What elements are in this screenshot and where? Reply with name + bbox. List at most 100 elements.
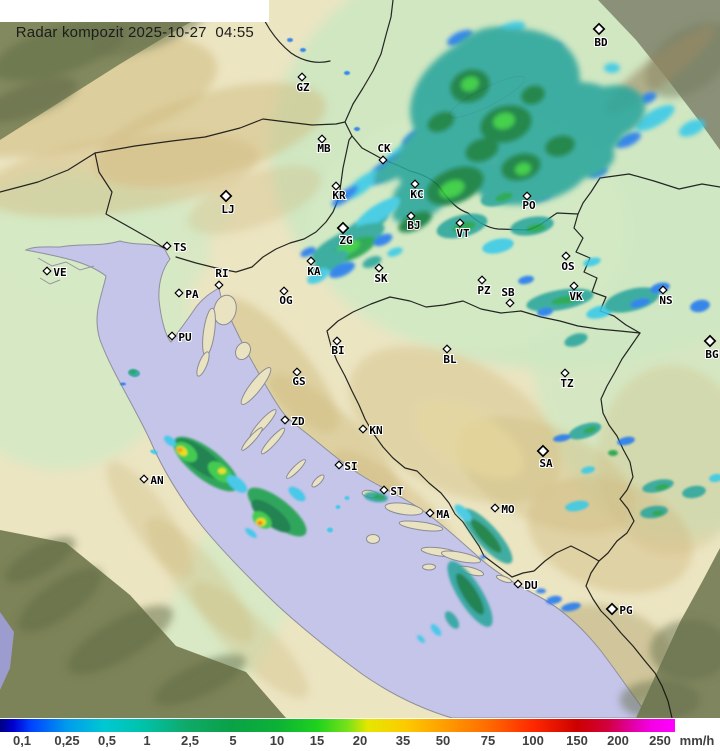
city-marker-mo: MO [490,502,516,517]
radar-echo [615,131,641,149]
city-marker-bd: BD [592,22,609,50]
city-diamond-icon [358,424,368,434]
radar-echo [482,238,514,254]
radar-echo [604,287,660,313]
legend-tick-20: 20 [352,733,368,748]
city-diamond-icon [219,189,233,203]
radar-echo [617,436,635,446]
radar-echo [387,247,403,257]
city-marker-pz: PZ [476,275,492,298]
radar-echo [335,505,341,509]
city-label: PO [522,199,536,212]
city-marker-pg: PG [605,602,634,618]
radar-echo [583,426,597,434]
radar-echo [287,38,293,42]
city-marker-ma: MA [425,507,451,522]
radar-group-north-green [398,69,575,233]
radar-echo [300,247,316,257]
legend-tick-250: 250 [649,733,671,748]
legend-tick-200: 200 [607,733,629,748]
radar-echo [417,635,425,643]
city-marker-sk: SK [373,263,389,286]
radar-echo [226,475,248,493]
radar-echo [678,119,706,137]
legend-tick-10: 10 [269,733,285,748]
city-label: PG [619,604,633,617]
legend-tick-100: 100 [522,733,544,748]
city-diamond-icon [162,241,172,251]
legend-tick-0_5: 0,5 [97,733,117,748]
city-label: SK [374,272,388,285]
city-label: VT [456,227,470,240]
city-diamond-icon [410,179,420,189]
city-marker-vt: VT [455,218,471,241]
radar-echo [257,521,263,525]
city-marker-si: SI [334,459,359,474]
radar-echo [495,192,513,202]
city-label: BJ [407,219,420,232]
radar-echo [130,370,136,374]
city-marker-an: AN [139,473,165,488]
city-diamond-icon [406,211,416,221]
city-label: BI [331,344,344,357]
city-diamond-icon [592,22,606,36]
city-diamond-icon [331,181,341,191]
city-diamond-icon [292,367,302,377]
radar-echo [493,112,515,130]
radar-echo [690,299,710,313]
city-diamond-icon [513,579,523,589]
radar-echo [327,527,333,533]
city-diamond-icon [214,280,224,290]
radar-echo [536,588,546,594]
city-diamond-icon [279,286,289,296]
city-label: VK [569,290,583,303]
radar-echo [245,528,257,538]
legend-tick-0_25: 0,25 [54,733,80,748]
legend-tick-50: 50 [435,733,451,748]
city-marker-ve: VE [42,265,68,280]
city-marker-zd: ZD [280,414,306,429]
city-diamond-icon [455,218,465,228]
city-label: SA [539,457,553,470]
city-diamond-icon [139,474,149,484]
radar-echo [251,499,291,533]
city-diamond-icon [42,266,52,276]
city-marker-ri: RI [214,266,230,290]
city-label: KA [307,265,321,278]
city-diamond-icon [334,460,344,470]
radar-echo [444,611,460,629]
radar-echoes [120,21,720,643]
city-marker-kc: KC [409,179,425,202]
city-marker-sa: SA [536,444,554,471]
radar-echo [709,473,720,483]
city-marker-og: OG [278,286,294,308]
precipitation-legend: 0,1 0,25 0,5 1 2,5 5 10 15 20 35 50 75 100 150 200 250 m… [0,718,720,751]
city-marker-ka: KA [306,256,322,279]
city-label: VE [53,266,66,279]
legend-tick-35: 35 [395,733,411,748]
city-label: OS [561,260,574,273]
city-label: ZD [291,415,305,428]
radar-echo [515,162,531,176]
city-label: KR [332,189,346,202]
city-marker-bg: BG [703,334,720,362]
radar-echo [398,211,432,233]
radar-echo [288,486,306,502]
radar-echo [604,63,620,73]
radar-echo [574,85,646,139]
city-marker-pa: PA [174,287,200,302]
city-label: MA [436,508,450,521]
city-marker-po: PO [521,191,537,213]
city-label: MB [317,142,331,155]
radar-echo [461,76,479,92]
radar-echo [344,496,350,500]
city-diamond-icon [505,298,515,308]
city-label: GS [292,375,305,388]
radar-echo [439,180,465,198]
title-text: Radar kompozit 2025-10-27 04:55 [15,24,254,41]
city-diamond-icon [536,444,550,458]
city-diamond-icon [605,602,619,616]
city-markers: GZ BD MB CK LJ KR ZG TS VE RI PA KA OG SK PU KC PO BJ VT OS… [42,22,720,618]
city-marker-bj: BJ [406,211,422,233]
